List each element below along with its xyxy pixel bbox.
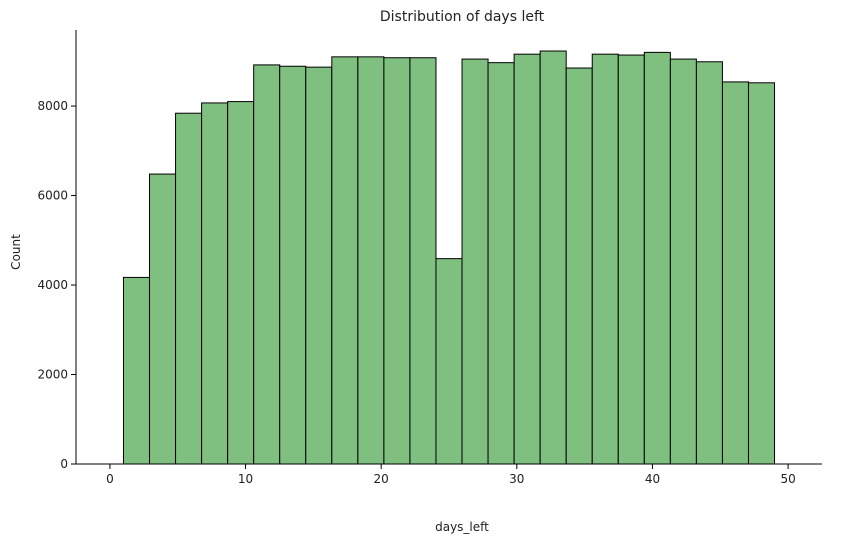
histogram-bar-21 bbox=[644, 52, 670, 464]
histogram-bar-9 bbox=[332, 57, 358, 464]
x-tick-label: 30 bbox=[509, 472, 524, 486]
histogram-bar-8 bbox=[306, 67, 332, 464]
chart-title: Distribution of days left bbox=[380, 9, 545, 25]
bars-group bbox=[123, 51, 774, 464]
y-tick-label: 4000 bbox=[37, 278, 68, 292]
x-tick-label: 40 bbox=[645, 472, 660, 486]
histogram-bar-14 bbox=[462, 59, 488, 464]
histogram-bar-6 bbox=[254, 65, 280, 464]
y-tick-label: 6000 bbox=[37, 189, 68, 203]
histogram-bar-25 bbox=[748, 83, 774, 464]
y-tick-label: 2000 bbox=[37, 368, 68, 382]
x-axis-ticks: 0 10 20 30 40 50 bbox=[106, 464, 796, 486]
histogram-bar-20 bbox=[618, 55, 644, 464]
histogram-bar-2 bbox=[150, 174, 176, 464]
histogram-bar-4 bbox=[202, 103, 228, 464]
y-axis-ticks: 0 2000 4000 6000 8000 bbox=[37, 99, 76, 471]
x-tick-label: 20 bbox=[374, 472, 389, 486]
histogram-bar-17 bbox=[540, 51, 566, 464]
histogram-bar-15 bbox=[488, 63, 514, 464]
y-tick-label: 0 bbox=[60, 457, 68, 471]
y-axis-title: Count bbox=[9, 234, 23, 270]
histogram-bar-7 bbox=[280, 66, 306, 464]
histogram-bar-3 bbox=[176, 113, 202, 464]
histogram-bar-10 bbox=[358, 57, 384, 464]
histogram-bar-12 bbox=[410, 58, 436, 464]
x-tick-label: 0 bbox=[106, 472, 114, 486]
histogram-bar-13 bbox=[436, 259, 462, 464]
histogram-bar-16 bbox=[514, 54, 540, 464]
histogram-bar-18 bbox=[566, 68, 592, 464]
x-axis-title: days_left bbox=[435, 520, 489, 534]
histogram-bar-5 bbox=[228, 102, 254, 464]
histogram-bar-1 bbox=[123, 277, 149, 464]
x-tick-label: 50 bbox=[780, 472, 795, 486]
y-tick-label: 8000 bbox=[37, 99, 68, 113]
histogram-bar-11 bbox=[384, 58, 410, 464]
x-tick-label: 10 bbox=[238, 472, 253, 486]
histogram-bar-22 bbox=[670, 59, 696, 464]
histogram-bar-23 bbox=[696, 62, 722, 464]
histogram-bar-24 bbox=[722, 82, 748, 464]
histogram-bar-19 bbox=[592, 54, 618, 464]
